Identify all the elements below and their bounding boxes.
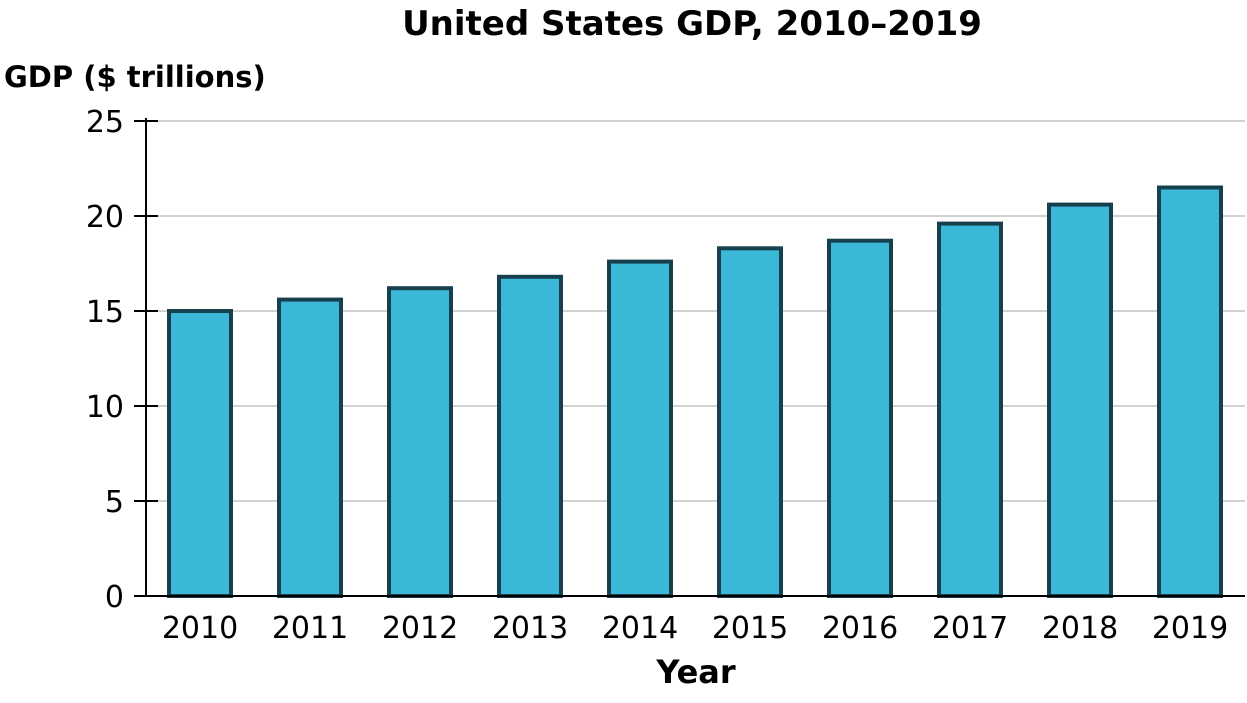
bar-2010 — [167, 309, 233, 598]
bar-2017 — [937, 221, 1003, 598]
x-tick-label: 2011 — [272, 611, 348, 646]
x-tick-label: 2016 — [822, 611, 898, 646]
bar-2019 — [1157, 185, 1223, 598]
y-tick-label: 20 — [86, 200, 124, 235]
x-tick-label: 2010 — [162, 611, 238, 646]
x-tick-label: 2014 — [602, 611, 678, 646]
bar-2016 — [827, 238, 893, 598]
y-tick-label: 10 — [86, 390, 124, 425]
x-tick-label: 2015 — [712, 611, 788, 646]
bar-2013 — [497, 274, 563, 598]
bar-2012 — [387, 286, 453, 598]
x-tick-label: 2018 — [1042, 611, 1118, 646]
y-tick-label: 25 — [86, 105, 124, 140]
y-axis-label: GDP ($ trillions) — [4, 60, 266, 94]
y-tick-label: 5 — [105, 485, 124, 520]
x-tick-label: 2012 — [382, 611, 458, 646]
x-tick-label: 2013 — [492, 611, 568, 646]
y-tick-label: 0 — [105, 580, 124, 615]
x-tick-label: 2019 — [1152, 611, 1228, 646]
bar-2014 — [607, 259, 673, 598]
x-tick-label: 2017 — [932, 611, 1008, 646]
bar-2018 — [1047, 202, 1113, 598]
bar-2011 — [277, 297, 343, 598]
x-axis-label: Year — [655, 653, 736, 691]
chart-title: United States GDP, 2010–2019 — [402, 4, 982, 44]
bar-2015 — [717, 246, 783, 599]
y-tick-label: 15 — [86, 295, 124, 330]
